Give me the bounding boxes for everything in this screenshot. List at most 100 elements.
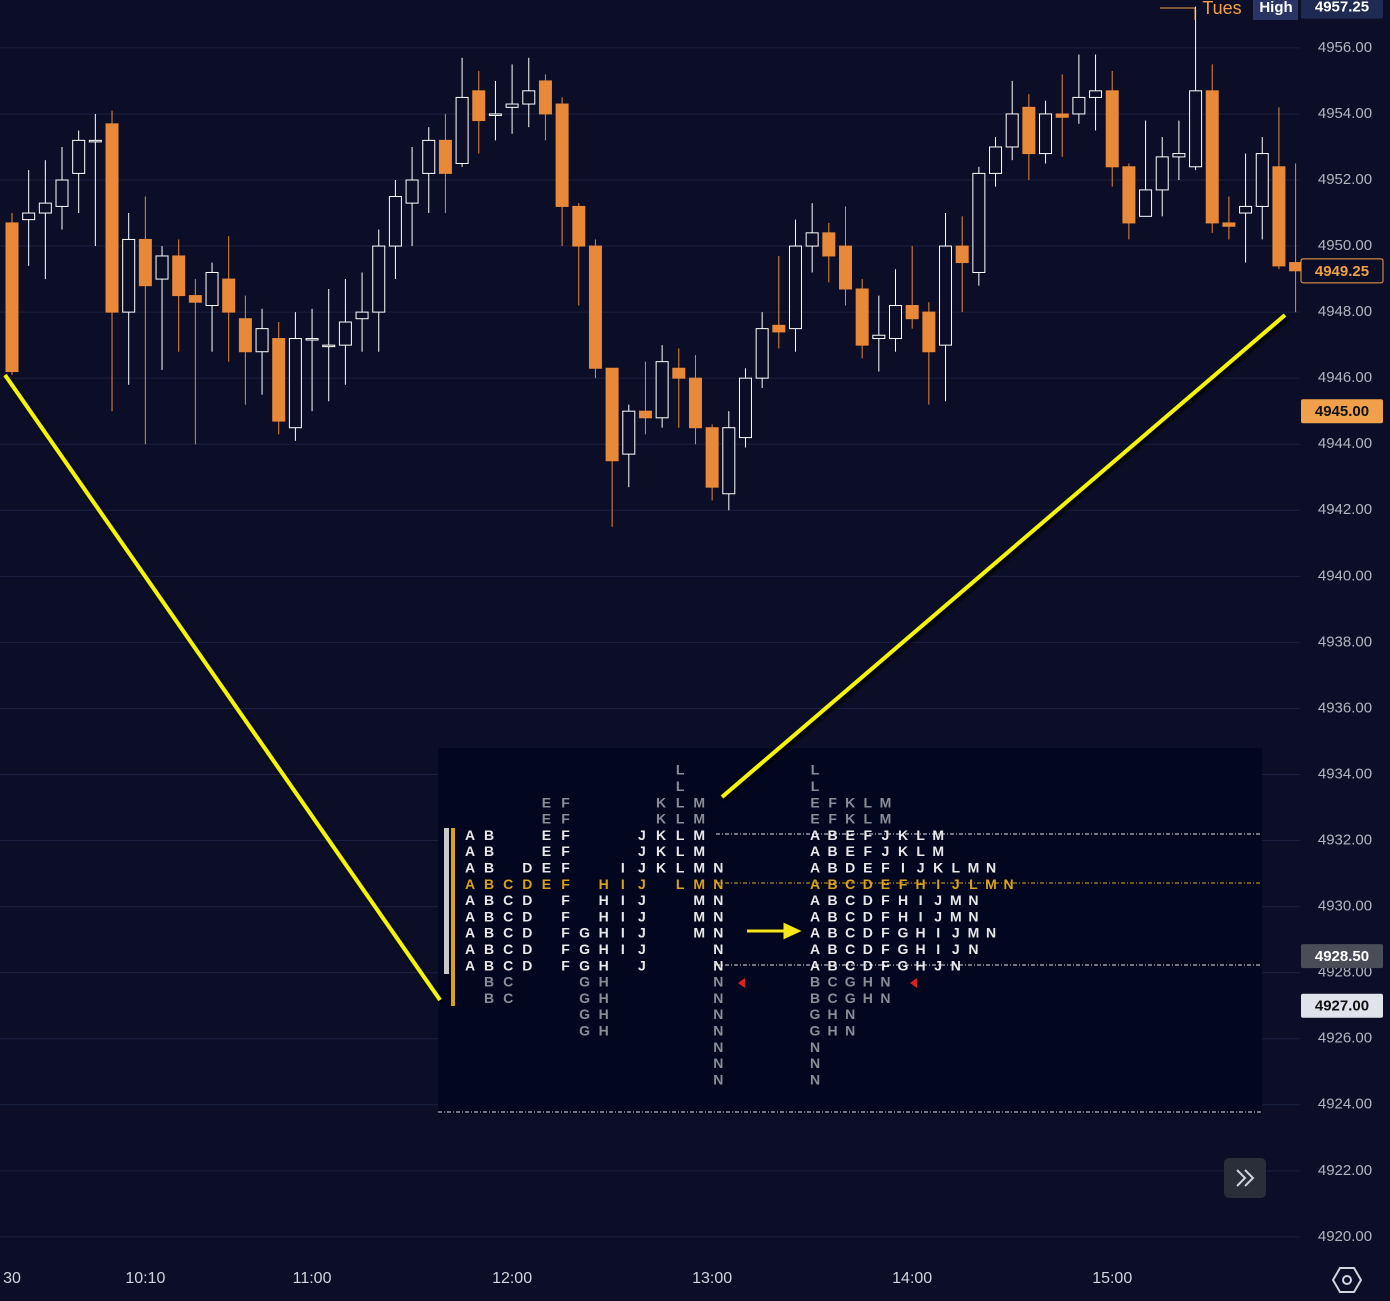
- profile-letter: H: [599, 990, 609, 1006]
- y-tick-label: 4946.00: [1318, 369, 1372, 386]
- profile-letter: J: [638, 876, 646, 892]
- candle-body: [338, 321, 352, 346]
- candle-body: [1139, 189, 1153, 217]
- profile-letter: F: [561, 908, 570, 924]
- candle-body: [422, 139, 436, 174]
- profile-letter: G: [579, 990, 590, 1006]
- settings-icon[interactable]: [1342, 1275, 1352, 1285]
- profile-letter: F: [561, 876, 570, 892]
- profile-letter: A: [810, 843, 820, 859]
- profile-letter: B: [828, 941, 838, 957]
- profile-letter: N: [951, 957, 961, 973]
- settings-icon[interactable]: [1331, 1267, 1363, 1293]
- scroll-button[interactable]: [1224, 1158, 1266, 1198]
- profile-letter: C: [503, 925, 513, 941]
- profile-letter: E: [542, 860, 551, 876]
- y-tick-label: 4934.00: [1318, 765, 1372, 782]
- profile-letter: L: [676, 860, 685, 876]
- profile-letter: I: [919, 908, 923, 924]
- profile-letter: H: [599, 876, 609, 892]
- settings-button[interactable]: [1331, 1267, 1363, 1293]
- y-tick-label: 4932.00: [1318, 832, 1372, 849]
- profile-letter: F: [881, 957, 890, 973]
- profile-letter: N: [845, 1006, 855, 1022]
- price-badge-label: 4927.00: [1315, 998, 1369, 1015]
- profile-letter: I: [936, 925, 940, 941]
- profile-letter: L: [676, 794, 685, 810]
- profile-letter: M: [932, 843, 944, 859]
- market-profile: L LL LE EF FK KL LM ME EF FK KL LM MA AB BE EF FJ JK KL LM M…: [465, 762, 1014, 1088]
- profile-letter: A: [810, 957, 820, 973]
- candle-body: [622, 410, 636, 455]
- candle-body: [288, 338, 302, 429]
- x-tick-label: 10:10: [125, 1270, 165, 1287]
- profile-letter: H: [599, 1023, 609, 1039]
- profile-letter: D: [863, 925, 873, 941]
- candle-body: [722, 427, 736, 495]
- profile-letter: M: [880, 811, 892, 827]
- profile-letter: L: [676, 778, 685, 794]
- candle-body: [355, 311, 369, 320]
- profile-letter: B: [484, 957, 494, 973]
- candle-body: [672, 367, 686, 379]
- candle-body: [538, 80, 552, 115]
- profile-letter: A: [465, 892, 475, 908]
- candle-body: [822, 232, 836, 257]
- profile-letter: A: [465, 860, 475, 876]
- profile-letter: L: [811, 762, 820, 778]
- y-tick-label: 4948.00: [1318, 303, 1372, 320]
- profile-letter: N: [713, 990, 723, 1006]
- price-badge-label: 4928.50: [1315, 948, 1369, 965]
- profile-letter: F: [561, 941, 570, 957]
- y-tick-label: 4942.00: [1318, 501, 1372, 518]
- profile-letter: I: [936, 941, 940, 957]
- profile-letter: B: [828, 860, 838, 876]
- profile-letter: H: [599, 941, 609, 957]
- profile-letter: N: [810, 1055, 820, 1071]
- profile-letter: G: [845, 990, 856, 1006]
- candle-body: [238, 318, 252, 353]
- profile-letter: L: [916, 827, 925, 843]
- x-tick-label: 14:00: [892, 1270, 932, 1287]
- x-tick-label: 13:00: [692, 1270, 732, 1287]
- profile-letter: D: [522, 941, 532, 957]
- scroll-icon[interactable]: [1236, 1169, 1255, 1187]
- profile-letter: G: [579, 925, 590, 941]
- profile-letter: J: [934, 957, 942, 973]
- candle-body: [1039, 113, 1053, 155]
- profile-letter: L: [676, 762, 685, 778]
- profile-letter: G: [898, 941, 909, 957]
- candle-body: [705, 427, 719, 488]
- x-tick-label: 12:00: [492, 1270, 532, 1287]
- profile-letter: J: [638, 827, 646, 843]
- y-tick-label: 4954.00: [1318, 105, 1372, 122]
- candle-body: [522, 90, 536, 105]
- candle-body: [205, 271, 219, 307]
- profile-letter: G: [579, 941, 590, 957]
- candle-body: [122, 238, 136, 313]
- profile-letter: C: [845, 925, 855, 941]
- profile-letter: L: [676, 827, 685, 843]
- profile-letter: N: [713, 1023, 723, 1039]
- y-tick-label: 4952.00: [1318, 171, 1372, 188]
- profile-letter: N: [713, 892, 723, 908]
- profile-letter: I: [621, 908, 625, 924]
- profile-letter: M: [880, 794, 892, 810]
- profile-letter: G: [579, 974, 590, 990]
- profile-letter: I: [621, 925, 625, 941]
- profile-letter: N: [880, 990, 890, 1006]
- profile-letter: N: [810, 1071, 820, 1087]
- profile-letter: K: [656, 843, 666, 859]
- candle-body: [805, 232, 819, 247]
- candle-body: [1172, 153, 1186, 158]
- candle-body: [872, 334, 886, 340]
- profile-letter: A: [465, 908, 475, 924]
- profile-letter: J: [882, 843, 890, 859]
- profile-letter: M: [985, 876, 997, 892]
- profile-letter: M: [693, 794, 705, 810]
- profile-letter: H: [916, 957, 926, 973]
- profile-letter: J: [638, 957, 646, 973]
- profile-letter: L: [952, 860, 961, 876]
- profile-letter: F: [561, 827, 570, 843]
- x-tick-label: 11:00: [293, 1270, 332, 1287]
